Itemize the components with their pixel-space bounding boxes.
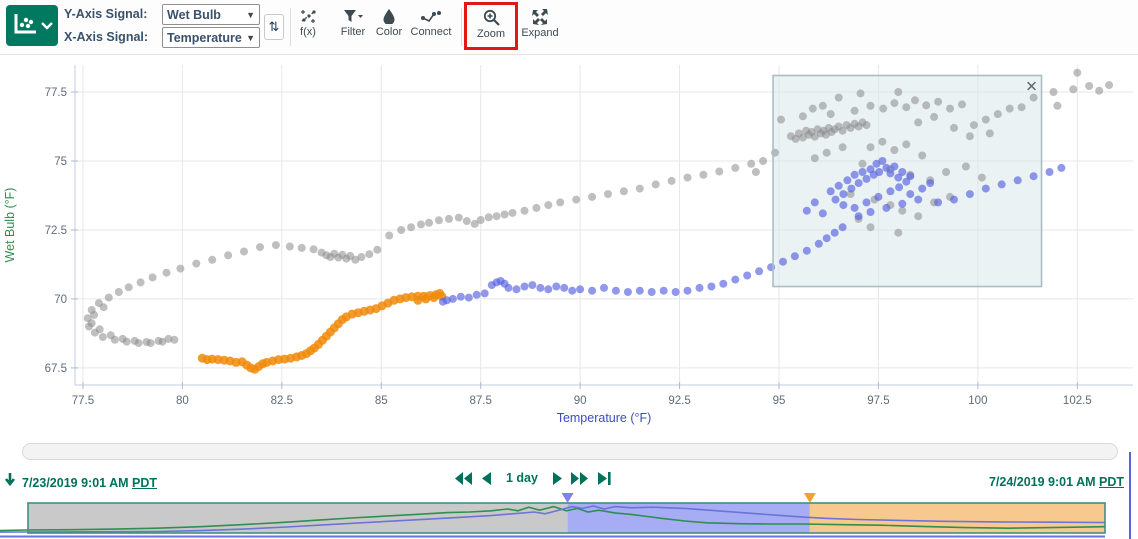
range-start-timezone-link[interactable]: PDT	[132, 475, 158, 490]
toolbar-separator	[290, 8, 291, 46]
x-axis-signal-label: X-Axis Signal:	[64, 30, 149, 44]
minimap-orange-marker[interactable]	[803, 493, 816, 503]
range-start-date[interactable]: 7/23/2019 9:01 AM PDT	[22, 476, 157, 490]
minimap-blue-marker[interactable]	[561, 493, 574, 503]
x-tick-label: 77.5	[72, 395, 94, 407]
expand-button[interactable]: Expand	[518, 4, 562, 50]
fx-icon	[299, 9, 317, 24]
range-end-timezone-link[interactable]: PDT	[1099, 475, 1124, 489]
y-tick-label: 75	[54, 156, 67, 168]
minimap-region-display-blue[interactable]	[567, 503, 810, 533]
range-end-datetime: 7/24/2019 9:01 AM	[988, 475, 1096, 489]
x-tick-label: 97.5	[867, 395, 889, 407]
scatter-plot-icon	[12, 12, 38, 39]
step-back-button[interactable]	[482, 471, 491, 485]
minimap-line-wet-bulb-trend	[0, 505, 1106, 532]
x-tick-label: 92.5	[668, 395, 690, 407]
y-axis-signal-select[interactable]: Wet Bulb ▼	[162, 4, 260, 25]
y-tick-label: 67.5	[45, 363, 67, 375]
scatter-plot-tool-button[interactable]	[6, 5, 58, 46]
x-axis-signal-select[interactable]: Temperature ▼	[162, 27, 260, 48]
select-caret-icon: ▼	[246, 32, 255, 43]
x-tick-label: 90	[574, 395, 587, 407]
y-tick-label: 77.5	[45, 87, 67, 99]
step-to-end-button[interactable]	[597, 471, 611, 485]
minimap-line-temperature-trend	[0, 505, 1106, 533]
x-range-scrollbar[interactable]	[22, 443, 1118, 460]
x-tick-label: 80	[176, 395, 189, 407]
x-tick-label: 95	[773, 395, 786, 407]
connect-icon	[420, 9, 442, 24]
zoom-icon	[483, 9, 500, 26]
y-axis-title: Wet Bulb (°F)	[3, 188, 17, 263]
step-forward-button[interactable]	[552, 471, 562, 485]
connect-button[interactable]: Connect	[406, 4, 456, 50]
x-tick-label: 102.5	[1063, 395, 1092, 407]
filter-button[interactable]: Filter	[334, 4, 372, 50]
fx-label: f(x)	[300, 26, 316, 38]
color-label: Color	[375, 26, 403, 38]
expand-icon	[532, 9, 548, 25]
x-tick-label: 100	[968, 395, 987, 407]
time-step-controls: 1 day	[455, 471, 611, 485]
range-end-date[interactable]: 7/24/2019 9:01 AM PDT	[989, 475, 1124, 489]
color-droplet-icon	[383, 9, 395, 24]
toolbar-separator	[461, 8, 462, 46]
series-unhighlighted	[83, 68, 1114, 348]
x-tick-label: 87.5	[470, 395, 492, 407]
minimap-region-future-orange[interactable]	[809, 503, 1105, 533]
range-start-arrow-icon	[4, 473, 16, 492]
selection-close-icon[interactable]: ✕	[1025, 78, 1038, 95]
chevron-down-icon	[40, 18, 53, 33]
x-tick-label: 85	[375, 395, 388, 407]
y-axis-signal-value: Wet Bulb	[167, 7, 221, 22]
step-forward-much-button[interactable]	[570, 471, 589, 485]
filter-label: Filter	[340, 26, 366, 38]
time-range-bar: 7/23/2019 9:01 AM PDT 1 day	[0, 470, 1138, 492]
x-axis-signal-value: Temperature	[167, 30, 242, 45]
filter-icon	[343, 9, 363, 24]
x-axis-title: Temperature (°F)	[557, 411, 652, 425]
y-axis-signal-label: Y-Axis Signal:	[64, 7, 148, 21]
zoom-label: Zoom	[476, 28, 506, 40]
expand-label: Expand	[521, 27, 559, 39]
minimap-border	[27, 502, 1106, 534]
zoom-button[interactable]: Zoom	[470, 4, 512, 50]
swap-axes-icon: ⇅	[268, 19, 280, 34]
x-tick-label: 82.5	[271, 395, 293, 407]
pane-divider[interactable]	[1129, 452, 1131, 539]
step-back-much-button[interactable]	[455, 471, 473, 485]
fx-button[interactable]: f(x)	[291, 4, 325, 50]
connect-label: Connect	[410, 26, 452, 38]
trend-minimap[interactable]	[0, 492, 1138, 539]
y-tick-label: 72.5	[45, 225, 67, 237]
swap-axes-button[interactable]: ⇅	[264, 14, 284, 40]
y-tick-label: 70	[54, 294, 67, 306]
minimap-region-past-gray[interactable]	[28, 503, 568, 533]
toolbar: Y-Axis Signal: X-Axis Signal: Wet Bulb ▼…	[0, 0, 1138, 55]
step-size-label[interactable]: 1 day	[506, 471, 538, 485]
select-caret-icon: ▼	[246, 9, 255, 20]
series-blue-condition	[438, 157, 1066, 306]
color-button[interactable]: Color	[372, 4, 406, 50]
scatter-chart-canvas[interactable]: ✕ 77.5 80 82.5 85 87.5 90 92.5 95 97.5 100 102.5 77.…	[0, 58, 1138, 430]
zoom-selection-box-border	[772, 74, 1043, 288]
series-orange-condition	[197, 288, 447, 374]
range-start-datetime: 7/23/2019 9:01 AM	[22, 475, 129, 490]
